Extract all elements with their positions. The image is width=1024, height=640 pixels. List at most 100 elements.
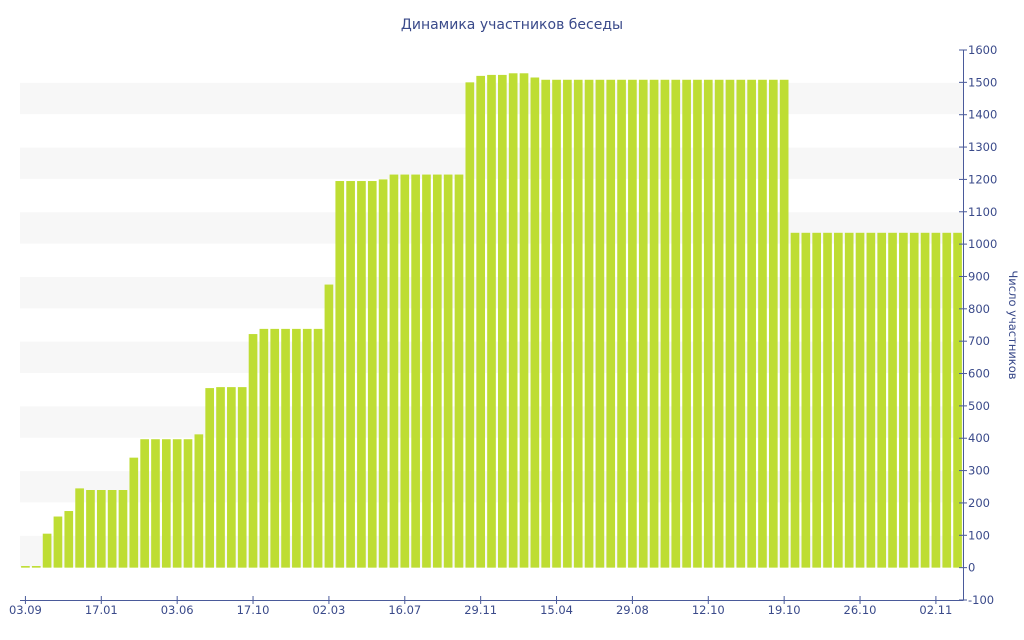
chart-title: Динамика участников беседы: [401, 17, 623, 33]
bar[interactable]: [931, 232, 941, 568]
x-tick-label: 02.11: [919, 603, 952, 617]
bar[interactable]: [161, 439, 171, 568]
bar[interactable]: [432, 174, 442, 568]
bar[interactable]: [519, 73, 529, 568]
bar[interactable]: [476, 75, 485, 568]
y-tick-label: 1600: [968, 43, 997, 57]
bar[interactable]: [302, 328, 312, 568]
bar[interactable]: [194, 434, 204, 568]
bar[interactable]: [281, 328, 290, 568]
bar[interactable]: [573, 79, 583, 568]
bar[interactable]: [313, 328, 323, 568]
bar[interactable]: [183, 439, 193, 568]
bar[interactable]: [357, 181, 366, 568]
bar[interactable]: [866, 232, 876, 568]
bar[interactable]: [64, 511, 74, 568]
bar[interactable]: [801, 232, 811, 568]
bar[interactable]: [812, 232, 822, 568]
y-tick-label: 700: [968, 334, 990, 348]
bar[interactable]: [725, 79, 735, 568]
bar[interactable]: [508, 73, 518, 568]
bar[interactable]: [335, 181, 345, 568]
bar[interactable]: [779, 79, 789, 568]
x-tick-label: 17.01: [85, 603, 118, 617]
bar[interactable]: [400, 174, 410, 568]
bar[interactable]: [855, 232, 865, 568]
x-tick-label: 26.10: [844, 603, 877, 617]
y-tick-label: 300: [968, 464, 990, 478]
bar[interactable]: [541, 79, 551, 568]
bar[interactable]: [31, 566, 41, 568]
bar[interactable]: [953, 232, 962, 568]
bar[interactable]: [346, 181, 355, 568]
bar[interactable]: [292, 328, 301, 568]
bar[interactable]: [129, 457, 139, 568]
bar[interactable]: [758, 79, 767, 568]
bar[interactable]: [920, 232, 930, 568]
bar[interactable]: [75, 488, 84, 568]
bar[interactable]: [682, 79, 691, 568]
bar[interactable]: [389, 174, 399, 568]
bar[interactable]: [628, 79, 637, 568]
bar[interactable]: [411, 174, 420, 568]
y-tick-label: 1200: [968, 172, 997, 186]
bar[interactable]: [552, 79, 561, 568]
bar[interactable]: [96, 490, 106, 568]
y-tick-label: 800: [968, 302, 990, 316]
bar[interactable]: [638, 79, 648, 568]
bar[interactable]: [248, 334, 258, 568]
bar[interactable]: [498, 74, 507, 568]
bar[interactable]: [454, 174, 464, 568]
bar[interactable]: [42, 533, 52, 568]
bar[interactable]: [216, 387, 225, 568]
bar[interactable]: [21, 566, 30, 568]
bar[interactable]: [877, 232, 887, 568]
bar[interactable]: [823, 232, 832, 568]
bar[interactable]: [660, 79, 670, 568]
bar[interactable]: [844, 232, 854, 568]
bar[interactable]: [888, 232, 897, 568]
bar[interactable]: [747, 79, 756, 568]
bar[interactable]: [465, 82, 475, 568]
bar[interactable]: [172, 439, 182, 568]
bar[interactable]: [270, 328, 280, 568]
bar[interactable]: [151, 439, 160, 568]
bar[interactable]: [649, 79, 659, 568]
bar[interactable]: [140, 439, 149, 568]
bar[interactable]: [834, 232, 843, 568]
bar[interactable]: [107, 490, 117, 568]
bar[interactable]: [703, 79, 713, 568]
bar[interactable]: [563, 79, 572, 568]
bar[interactable]: [790, 232, 800, 568]
bar[interactable]: [367, 181, 377, 568]
bar[interactable]: [227, 387, 236, 568]
bar[interactable]: [118, 490, 128, 568]
bar[interactable]: [584, 79, 594, 568]
bar[interactable]: [237, 387, 247, 568]
bar[interactable]: [530, 77, 540, 568]
y-axis-label: Число участников: [1006, 270, 1020, 379]
x-tick-label: 03.09: [9, 603, 42, 617]
bar[interactable]: [693, 79, 702, 568]
bar[interactable]: [205, 388, 215, 568]
bar[interactable]: [899, 232, 908, 568]
bar[interactable]: [53, 516, 63, 568]
bar[interactable]: [606, 79, 616, 568]
x-tick-label: 15.04: [540, 603, 573, 617]
bar[interactable]: [259, 328, 269, 568]
bar[interactable]: [487, 74, 496, 568]
bar[interactable]: [617, 79, 626, 568]
x-tick-label: 03.06: [161, 603, 194, 617]
bar[interactable]: [422, 174, 431, 568]
bar[interactable]: [443, 174, 453, 568]
bar[interactable]: [942, 232, 952, 568]
bar[interactable]: [86, 490, 95, 568]
bar[interactable]: [671, 79, 681, 568]
bar[interactable]: [909, 232, 919, 568]
bar[interactable]: [714, 79, 724, 568]
bar[interactable]: [595, 79, 605, 568]
bar[interactable]: [768, 79, 778, 568]
bar[interactable]: [324, 284, 334, 568]
bar[interactable]: [736, 79, 746, 568]
bar[interactable]: [378, 179, 388, 568]
